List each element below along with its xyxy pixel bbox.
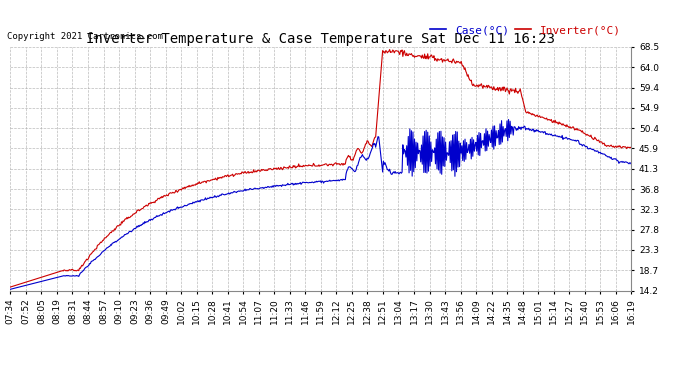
Legend: Case(°C), Inverter(°C): Case(°C), Inverter(°C) (425, 21, 626, 40)
Title: Inverter Temperature & Case Temperature Sat Dec 11 16:23: Inverter Temperature & Case Temperature … (86, 32, 555, 46)
Text: Copyright 2021 Cartronics.com: Copyright 2021 Cartronics.com (7, 32, 163, 41)
